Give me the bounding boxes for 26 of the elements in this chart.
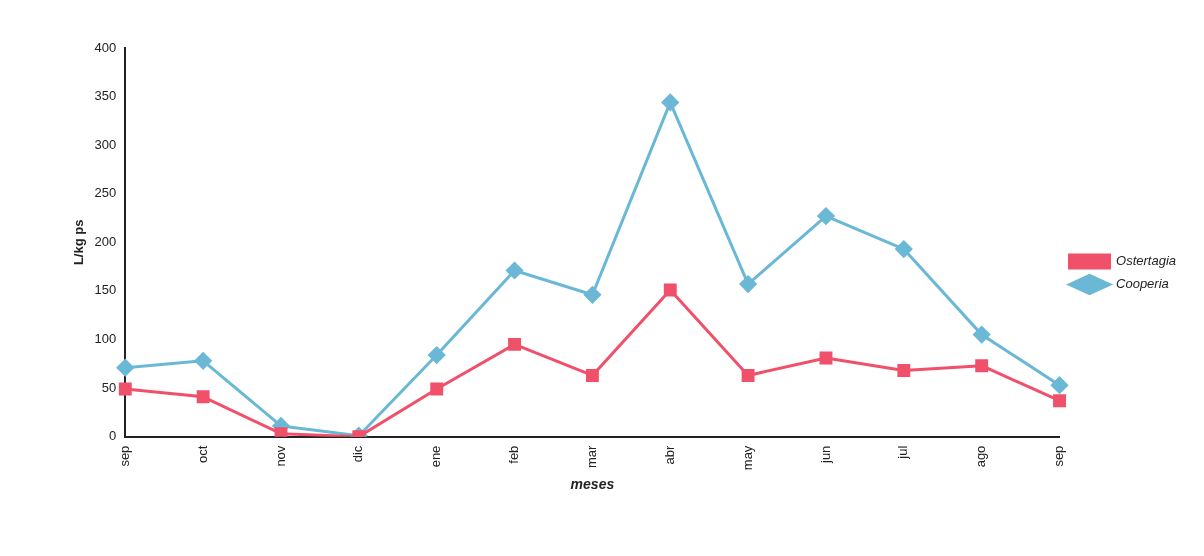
x-tick-label: oct <box>194 445 210 463</box>
x-tick-label: jul <box>895 445 911 460</box>
y-tick-label: 150 <box>94 282 117 298</box>
x-tick-label: mar <box>583 444 599 469</box>
y-axis-title: L/kg ps <box>71 219 87 266</box>
y-tick-label: 0 <box>109 428 117 444</box>
x-tick-label: feb <box>506 445 522 464</box>
y-tick-label: 400 <box>94 39 117 55</box>
legend-label: Ostertagia <box>1116 253 1177 269</box>
legend-label: Cooperia <box>1116 276 1169 292</box>
x-tick-label: jun <box>817 445 833 464</box>
x-axis-title: meses <box>570 476 615 493</box>
y-tick-label: 250 <box>94 185 117 201</box>
x-tick-label: abr <box>661 444 677 465</box>
y-tick-label: 100 <box>94 331 117 347</box>
x-tick-label: may <box>739 445 755 471</box>
x-tick-label: dic <box>350 445 366 463</box>
y-tick-label: 300 <box>94 136 117 152</box>
x-tick-label: ene <box>428 445 444 468</box>
x-tick-label: nov <box>272 445 288 467</box>
x-tick-label: ago <box>973 445 989 468</box>
x-tick-label: sep <box>116 445 132 467</box>
x-tick-label: sep <box>1051 445 1067 467</box>
y-tick-label: 350 <box>94 88 117 104</box>
y-tick-label: 200 <box>94 233 117 249</box>
y-tick-label: 50 <box>101 379 117 395</box>
